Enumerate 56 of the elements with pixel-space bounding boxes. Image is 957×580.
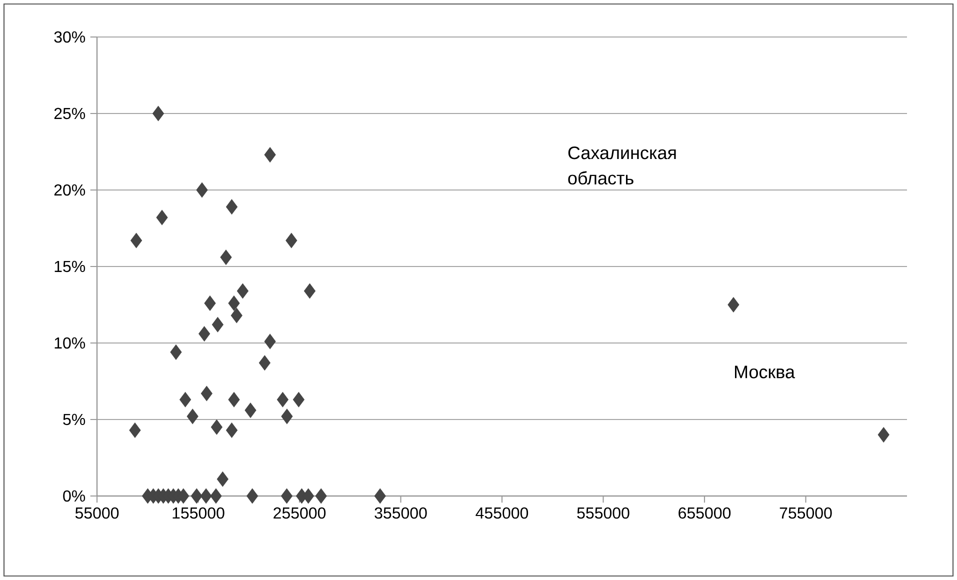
point — [198, 326, 210, 342]
x-tick-label: 655000 — [678, 507, 731, 519]
y-tick-label: 25% — [54, 108, 86, 120]
point — [226, 199, 238, 214]
point — [129, 422, 141, 438]
point — [374, 488, 386, 504]
point — [204, 296, 216, 311]
point — [220, 250, 232, 265]
point — [200, 488, 212, 504]
point — [264, 334, 276, 350]
x-tick-label: 755000 — [780, 507, 832, 519]
point — [280, 488, 293, 504]
point — [281, 408, 293, 424]
y-tick-label: 0% — [63, 490, 86, 502]
point — [210, 488, 222, 504]
point — [292, 392, 304, 408]
point — [236, 283, 248, 299]
x-tick-label: 455000 — [476, 507, 528, 519]
y-tick-label: 20% — [54, 184, 86, 196]
point — [264, 147, 276, 162]
y-tick-label: 15% — [54, 260, 86, 272]
point — [230, 308, 242, 324]
annotation: Сахалинская область — [568, 146, 676, 185]
y-tick-label: 5% — [63, 414, 86, 426]
point — [228, 392, 240, 408]
point — [186, 408, 198, 424]
annotation: Москва — [734, 366, 795, 378]
x-tick-label: 255000 — [274, 507, 326, 519]
x-tick-label: 555000 — [577, 507, 630, 519]
x-tick-label: 155000 — [172, 507, 224, 519]
point — [728, 297, 740, 312]
point — [226, 422, 238, 438]
point — [276, 392, 288, 408]
point — [130, 232, 142, 248]
point — [228, 296, 240, 311]
point — [212, 317, 224, 332]
point — [244, 402, 256, 418]
point — [210, 420, 222, 435]
x-tick-label: 55000 — [75, 507, 119, 519]
point — [170, 344, 182, 360]
point — [156, 210, 168, 226]
point — [200, 386, 212, 402]
point — [258, 355, 270, 370]
point — [180, 392, 192, 408]
point — [304, 283, 316, 299]
point — [315, 488, 327, 504]
point — [190, 488, 202, 504]
point — [286, 232, 298, 248]
point — [878, 427, 890, 442]
point — [196, 182, 208, 198]
point — [246, 488, 258, 504]
y-tick-label: 30% — [54, 31, 86, 43]
point — [152, 106, 164, 122]
x-tick-label: 355000 — [374, 507, 427, 519]
point — [216, 472, 228, 487]
y-tick-label: 10% — [54, 337, 86, 349]
